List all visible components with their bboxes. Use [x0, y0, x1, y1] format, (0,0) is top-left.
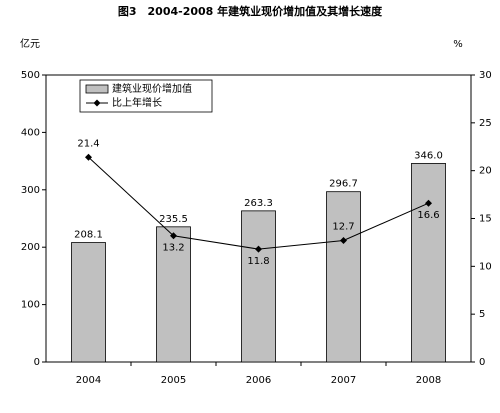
bar-value-label: 263.3 [244, 198, 273, 209]
line-marker [340, 237, 347, 245]
legend-marker [93, 99, 101, 107]
line-marker [170, 232, 177, 240]
bar [411, 162, 446, 363]
x-tick-label: 2006 [246, 375, 271, 386]
x-tick-label: 2004 [76, 375, 101, 386]
line-marker [425, 199, 432, 207]
y2-tick-label: 0 [479, 357, 485, 368]
bar [71, 242, 106, 363]
legend-label: 建筑业现价增加值 [112, 82, 192, 95]
line-value-label: 12.7 [332, 222, 354, 233]
line-marker [85, 153, 92, 161]
line-value-label: 13.2 [162, 243, 184, 254]
bar-value-label: 235.5 [159, 214, 188, 225]
line-marker [255, 245, 262, 253]
y-tick-label: 400 [21, 127, 40, 138]
bar [241, 210, 276, 363]
bar [156, 226, 191, 363]
line-value-label: 16.6 [417, 210, 439, 221]
y2-axis-unit: % [453, 39, 463, 50]
line-value-label: 21.4 [77, 138, 99, 149]
bar-value-label: 296.7 [329, 179, 358, 190]
chart-title: 图3 2004-2008 年建筑业现价增加值及其增长速度 [118, 4, 383, 18]
y2-tick-label: 10 [479, 261, 492, 272]
y2-tick-label: 15 [479, 214, 492, 225]
bar [326, 191, 361, 363]
bar-value-label: 208.1 [74, 230, 103, 241]
y2-tick-label: 20 [479, 166, 492, 177]
y2-tick-label: 30 [479, 70, 492, 81]
y2-tick-label: 25 [479, 118, 492, 129]
x-tick-label: 2007 [331, 375, 356, 386]
y-tick-label: 200 [21, 242, 40, 253]
bar-value-label: 346.0 [414, 150, 443, 161]
y-axis-unit: 亿元 [20, 37, 40, 50]
legend-swatch [85, 84, 109, 94]
y-tick-label: 500 [21, 70, 40, 81]
y-tick-label: 300 [21, 185, 40, 196]
y-tick-label: 0 [34, 357, 40, 368]
x-tick-label: 2005 [161, 375, 186, 386]
y2-tick-label: 5 [479, 309, 485, 320]
legend-label: 比上年增长 [112, 96, 162, 109]
legend-box [79, 79, 213, 113]
x-tick-label: 2008 [416, 375, 441, 386]
y-tick-label: 100 [21, 300, 40, 311]
line-value-label: 11.8 [247, 256, 269, 267]
